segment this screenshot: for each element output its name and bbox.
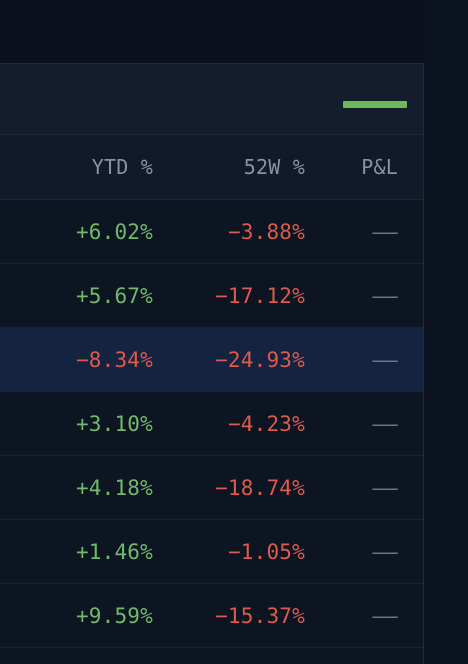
pl-value: —— <box>372 603 398 628</box>
ytd-value: +3.10% <box>75 411 153 436</box>
ytd-value: +9.59% <box>75 603 153 628</box>
w52-value: −3.88% <box>227 219 305 244</box>
panel-header <box>0 64 423 135</box>
table-row[interactable]: −8.34% −24.93% —— <box>0 328 423 392</box>
w52-value: −1.05% <box>227 539 305 564</box>
pl-value: —— <box>372 411 398 436</box>
table-header: YTD % 52W % P&L <box>0 135 423 200</box>
w52-value: −18.74% <box>215 475 305 500</box>
top-background <box>0 0 425 63</box>
table-row[interactable]: +1.46% −1.05% —— <box>0 520 423 584</box>
table-row[interactable]: +9.59% −15.37% —— <box>0 584 423 648</box>
pl-value: —— <box>372 347 398 372</box>
column-header-ytd[interactable]: YTD % <box>91 155 153 179</box>
ytd-value: +1.46% <box>75 539 153 564</box>
pl-value: —— <box>372 475 398 500</box>
w52-value: −17.12% <box>215 283 305 308</box>
w52-value: −4.23% <box>227 411 305 436</box>
table-row[interactable]: +6.02% −3.88% —— <box>0 200 423 264</box>
column-header-pl[interactable]: P&L <box>361 155 398 179</box>
ytd-value: −8.34% <box>75 347 153 372</box>
status-accent-bar <box>343 101 407 108</box>
w52-value: −15.37% <box>215 603 305 628</box>
table-row[interactable]: +4.18% −18.74% —— <box>0 456 423 520</box>
pl-value: —— <box>372 283 398 308</box>
w52-value: −24.93% <box>215 347 305 372</box>
pl-value: —— <box>372 539 398 564</box>
ytd-value: +6.02% <box>75 219 153 244</box>
table-row[interactable]: +5.67% −17.12% —— <box>0 264 423 328</box>
ytd-value: +4.18% <box>75 475 153 500</box>
table-body: +6.02% −3.88% —— +5.67% −17.12% —— −8.34% −24.9… <box>0 200 423 648</box>
pl-value: —— <box>372 219 398 244</box>
watchlist-panel: YTD % 52W % P&L +6.02% −3.88% —— +5.67% −17.… <box>0 63 424 664</box>
ytd-value: +5.67% <box>75 283 153 308</box>
right-margin <box>425 0 468 664</box>
column-header-52w[interactable]: 52W % <box>243 155 305 179</box>
table-row[interactable]: +3.10% −4.23% —— <box>0 392 423 456</box>
